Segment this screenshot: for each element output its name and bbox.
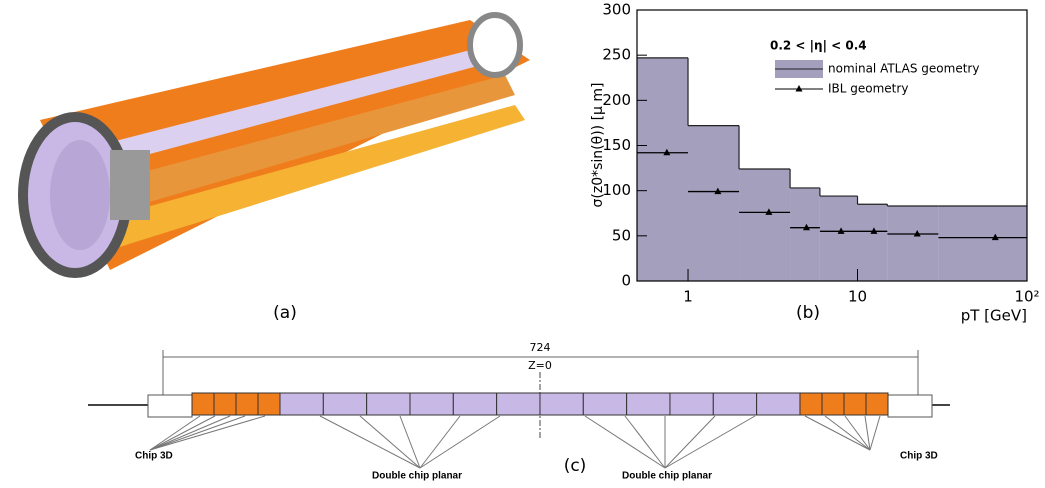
module xyxy=(366,392,411,416)
leader xyxy=(319,415,421,469)
ring-inner xyxy=(50,140,110,250)
module xyxy=(279,392,324,416)
end-ring xyxy=(467,12,523,78)
annotation: 0.2 < |η| < 0.4 xyxy=(770,39,867,53)
barrel-stripe xyxy=(80,45,500,170)
y-axis-label: σ(z0*sin(θ)) [μ m] xyxy=(590,83,606,208)
module xyxy=(582,392,628,416)
leader xyxy=(844,415,871,451)
chip-label: Double chip planar xyxy=(372,471,462,482)
leader xyxy=(149,415,266,451)
legend-marker xyxy=(795,85,803,92)
connector xyxy=(887,394,933,418)
x-tick-label: 10² xyxy=(1014,288,1039,306)
y-tick-label: 100 xyxy=(602,181,631,199)
histogram-bar xyxy=(637,57,689,282)
z-label: Z=0 xyxy=(528,359,552,372)
y-tick-label: 200 xyxy=(602,91,631,109)
module xyxy=(496,392,541,416)
chip-label: Double chip planar xyxy=(622,471,712,482)
leader xyxy=(359,415,421,469)
module xyxy=(843,392,867,416)
leader xyxy=(149,415,231,451)
y-tick-label: 300 xyxy=(602,1,631,19)
leader xyxy=(419,415,501,469)
dimension-label: 724 xyxy=(530,341,551,354)
legend-label: nominal ATLAS geometry xyxy=(828,62,979,76)
module xyxy=(539,392,584,416)
chart: 0.2 < |η| < 0.4 pT [GeV] σ(z0*sin(θ)) [μ… xyxy=(590,1,1040,325)
module xyxy=(865,392,889,416)
barrel-stripe xyxy=(100,105,525,250)
module xyxy=(235,392,259,416)
module xyxy=(626,392,671,416)
module xyxy=(322,392,368,416)
leader xyxy=(624,415,666,469)
module xyxy=(821,392,845,416)
leader xyxy=(419,415,461,469)
leader xyxy=(824,415,871,451)
module xyxy=(213,392,237,416)
module xyxy=(756,392,801,416)
connector xyxy=(147,394,193,418)
x-tick-label: 1 xyxy=(683,288,693,306)
histogram-bar xyxy=(739,168,791,281)
leader xyxy=(869,415,881,451)
histogram-bar xyxy=(887,206,939,281)
histogram-bar xyxy=(857,204,888,281)
x-axis-label: pT [GeV] xyxy=(961,307,1027,325)
chip-label: Chip 3D xyxy=(900,451,938,462)
leader xyxy=(584,415,666,469)
panel-label: (c) xyxy=(564,456,587,476)
marker xyxy=(913,230,921,237)
y-tick-label: 0 xyxy=(621,272,631,290)
detector-render xyxy=(18,12,530,278)
histogram-bar xyxy=(688,125,740,281)
barrel-stripe xyxy=(95,75,515,215)
module xyxy=(712,392,758,416)
marker xyxy=(837,227,845,234)
module xyxy=(669,392,714,416)
clamp xyxy=(110,150,150,220)
y-tick-label: 50 xyxy=(612,226,631,244)
leader xyxy=(804,415,871,451)
module xyxy=(191,392,215,416)
legend-label: IBL geometry xyxy=(828,82,908,96)
module xyxy=(799,392,823,416)
leader xyxy=(149,415,216,451)
marker xyxy=(663,148,671,156)
y-tick-label: 250 xyxy=(602,46,631,64)
module xyxy=(257,392,281,416)
histogram-bar xyxy=(790,187,820,281)
leader xyxy=(664,415,716,469)
leader xyxy=(399,415,421,469)
y-tick-label: 150 xyxy=(602,136,631,154)
module xyxy=(409,392,454,416)
diagram: 724 Z=0 Chip 3D Double chip planar Doubl… xyxy=(88,341,950,482)
leader xyxy=(664,415,756,469)
marker xyxy=(714,187,722,195)
panel-label: (b) xyxy=(796,303,820,323)
histogram-bar xyxy=(938,206,1027,281)
marker xyxy=(802,223,810,231)
x-tick-label: 10 xyxy=(848,288,867,306)
leader xyxy=(149,415,246,451)
leader xyxy=(149,415,201,451)
module xyxy=(452,392,498,416)
histogram-bar xyxy=(819,196,858,281)
leader xyxy=(864,415,871,451)
marker xyxy=(765,208,773,215)
marker xyxy=(991,233,999,241)
panel-label: (a) xyxy=(273,303,297,323)
chip-label: Chip 3D xyxy=(135,451,173,462)
marker xyxy=(870,227,878,234)
